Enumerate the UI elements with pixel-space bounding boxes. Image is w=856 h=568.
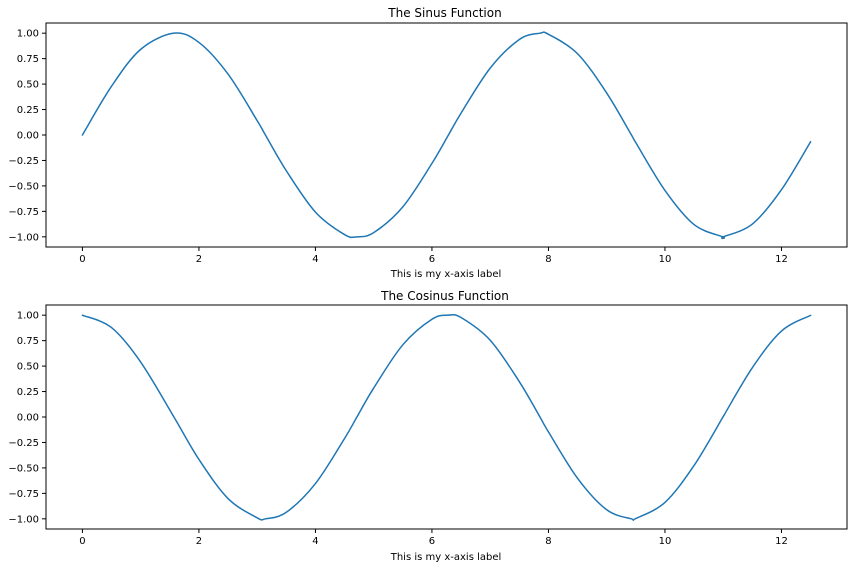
y-tick-label: 0.25: [17, 105, 39, 116]
y-tick-label: 0.00: [17, 131, 39, 142]
y-tick-label: 0.50: [17, 80, 39, 91]
x-tick-label: 4: [312, 536, 318, 547]
y-tick-label: −1.00: [8, 232, 39, 243]
y-tick-label: −0.25: [8, 438, 39, 449]
y-tick-label: 1.00: [17, 29, 39, 40]
x-tick-label: 6: [429, 536, 435, 547]
series-line: [81, 31, 812, 240]
x-tick-label: 10: [659, 254, 672, 265]
cosinus-subplot: The Cosinus Function 0 2 4 6 8 10 12 1.00 0.75 0…: [8, 289, 848, 563]
x-tick-label: 8: [545, 536, 551, 547]
y-tick-label: 0.50: [17, 362, 39, 373]
y-tick-label: −0.50: [8, 463, 39, 474]
series-line: [81, 313, 812, 521]
y-tick-label: −0.75: [8, 207, 39, 218]
y-tick-label: 0.25: [17, 387, 39, 398]
y-tick-label: −1.00: [8, 514, 39, 525]
y-tick-label: 0.75: [17, 54, 39, 65]
chart-title: The Sinus Function: [387, 6, 501, 20]
x-tick-label: 2: [196, 254, 202, 265]
plot-frame: [45, 22, 848, 248]
x-tick-label: 10: [659, 536, 672, 547]
y-tick-label: −0.75: [8, 489, 39, 500]
plot-frame: [45, 304, 848, 530]
y-tick-label: 1.00: [17, 311, 39, 322]
y-tick-label: −0.50: [8, 181, 39, 192]
x-tick-label: 6: [429, 254, 435, 265]
x-tick-label: 0: [79, 536, 85, 547]
x-tick-label: 12: [775, 254, 788, 265]
x-tick-label: 4: [312, 254, 318, 265]
sinus-subplot: The Sinus Function 0 2 4 6 8 10 12 1.00 0.75 0.5…: [8, 6, 848, 280]
y-tick-label: −0.25: [8, 156, 39, 167]
x-axis-label: This is my x-axis label: [390, 269, 502, 280]
x-tick-label: 2: [196, 536, 202, 547]
y-tick-label: 0.00: [17, 413, 39, 424]
chart-title: The Cosinus Function: [380, 289, 509, 303]
x-tick-label: 12: [775, 536, 788, 547]
x-tick-label: 0: [79, 254, 85, 265]
x-axis-label: This is my x-axis label: [390, 552, 502, 563]
x-tick-label: 8: [545, 254, 551, 265]
y-tick-label: 0.75: [17, 336, 39, 347]
